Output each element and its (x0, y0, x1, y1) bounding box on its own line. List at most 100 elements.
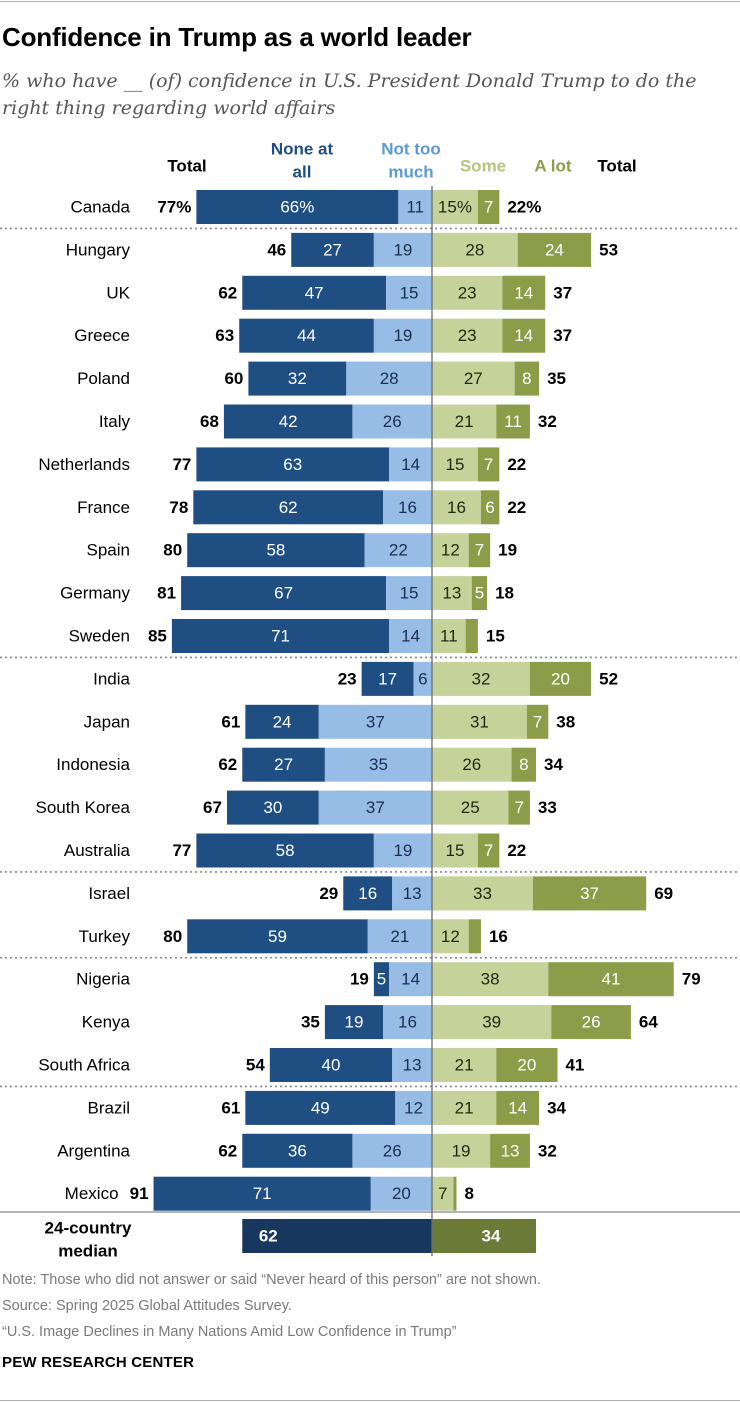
label-a-lot-germany: 5 (475, 584, 484, 603)
bar-some-turkey (432, 919, 469, 954)
label-a-lot-indonesia: 8 (519, 755, 528, 774)
bar-none-hungary (291, 232, 374, 267)
label-not-too-much-sweden: 14 (401, 627, 420, 646)
label-none-nigeria: 5 (377, 970, 386, 989)
country-label-south-africa: South Africa (38, 1056, 130, 1075)
bar-not-too-much-italy (352, 404, 432, 439)
label-a-lot-nigeria: 41 (602, 970, 621, 989)
label-some-argentina: 19 (452, 1141, 471, 1160)
total-left-turkey: 80 (163, 927, 182, 946)
bar-not-too-much-nigeria (389, 962, 432, 997)
country-label-sweden: Sweden (69, 627, 130, 646)
total-left-japan: 61 (221, 712, 240, 731)
label-not-too-much-india: 6 (418, 669, 427, 688)
total-right-mexico: 8 (464, 1184, 473, 1203)
bar-some-spain (432, 533, 469, 568)
bar-a-lot-sweden (465, 619, 478, 653)
bar-some-south-africa (432, 1048, 497, 1082)
label-some-uk: 23 (458, 283, 477, 302)
bar-none-israel (343, 876, 393, 911)
total-left-sweden: 85 (148, 627, 167, 646)
header-none-line1: None at (271, 140, 334, 159)
total-left-uk: 62 (218, 283, 237, 302)
bar-none-netherlands (196, 447, 390, 482)
bar-none-mexico (153, 1176, 371, 1211)
label-some-south-korea: 25 (461, 798, 480, 817)
bar-not-too-much-mexico (370, 1176, 432, 1211)
bar-none-argentina (242, 1133, 353, 1168)
bar-not-too-much-indonesia (324, 747, 432, 782)
label-some-sweden: 11 (440, 627, 458, 646)
bar-a-lot-indonesia (511, 747, 537, 782)
bar-some-brazil (432, 1090, 497, 1125)
label-not-too-much-nigeria: 14 (401, 970, 420, 989)
bar-not-too-much-india (413, 661, 432, 696)
bar-not-too-much-netherlands (389, 447, 432, 482)
label-none-kenya: 19 (345, 1013, 364, 1032)
bar-none-australia (196, 833, 374, 868)
bar-some-poland (432, 361, 515, 396)
bar-a-lot-south-korea (508, 790, 530, 825)
bar-some-indonesia (432, 747, 512, 782)
country-label-japan: Japan (84, 712, 130, 731)
label-a-lot-argentina: 13 (501, 1141, 520, 1160)
org-name: PEW RESEARCH CENTER (2, 1354, 195, 1371)
bar-none-turkey (187, 919, 368, 954)
bar-not-too-much-germany (386, 576, 432, 611)
bar-some-greece (432, 318, 503, 353)
bar-not-too-much-kenya (383, 1005, 432, 1040)
bar-some-germany (432, 576, 472, 611)
bar-not-too-much-israel (392, 876, 432, 911)
label-some-indonesia: 26 (462, 755, 481, 774)
country-label-canada: Canada (70, 198, 130, 217)
bar-not-too-much-spain (364, 533, 432, 568)
label-a-lot-france: 6 (485, 498, 494, 517)
bar-some-france (432, 490, 481, 525)
bar-a-lot-greece (502, 318, 546, 353)
label-a-lot-japan: 7 (533, 712, 542, 731)
label-a-lot-italy: 11 (504, 412, 522, 431)
bar-some-hungary (432, 232, 518, 267)
label-not-too-much-argentina: 26 (383, 1141, 402, 1160)
bar-a-lot-turkey (468, 919, 481, 954)
bar-a-lot-hungary (517, 232, 592, 267)
bar-a-lot-israel (532, 876, 647, 911)
label-none-turkey: 59 (268, 927, 287, 946)
total-right-australia: 22 (507, 841, 526, 860)
label-some-germany: 13 (442, 584, 461, 603)
country-label-india: India (93, 669, 130, 688)
bar-none-south-korea (226, 790, 319, 825)
total-left-australia: 77 (172, 841, 191, 860)
bar-some-canada (432, 190, 478, 224)
country-label-france: France (77, 498, 130, 517)
bar-some-japan (432, 704, 527, 739)
header-not-too-much-line1: Not too (381, 140, 440, 159)
label-none-south-korea: 30 (263, 798, 282, 817)
country-label-brazil: Brazil (87, 1098, 130, 1117)
bar-none-japan (245, 704, 319, 739)
header-none-line2: all (293, 163, 312, 182)
label-a-lot-poland: 8 (522, 369, 531, 388)
bar-none-italy (223, 404, 353, 439)
label-some-hungary: 28 (465, 240, 484, 259)
bar-a-lot-kenya (551, 1005, 631, 1040)
total-right-canada: 22% (507, 198, 541, 217)
header-a-lot: A lot (534, 157, 571, 176)
label-none-brazil: 49 (311, 1098, 330, 1117)
total-left-israel: 29 (319, 884, 338, 903)
total-right-uk: 37 (553, 283, 572, 302)
country-label-hungary: Hungary (66, 240, 131, 259)
bar-none-canada (196, 190, 399, 224)
total-right-germany: 18 (495, 584, 514, 603)
country-label-greece: Greece (74, 326, 130, 345)
bar-none-uk (242, 275, 387, 310)
total-left-nigeria: 19 (350, 970, 369, 989)
label-some-canada: 15% (438, 198, 472, 217)
bar-none-south-africa (269, 1048, 393, 1082)
label-not-too-much-kenya: 16 (398, 1013, 417, 1032)
total-left-germany: 81 (157, 584, 176, 603)
label-a-lot-uk: 14 (514, 283, 533, 302)
label-some-greece: 23 (458, 326, 477, 345)
bar-some-italy (432, 404, 497, 439)
total-left-indonesia: 62 (218, 755, 237, 774)
